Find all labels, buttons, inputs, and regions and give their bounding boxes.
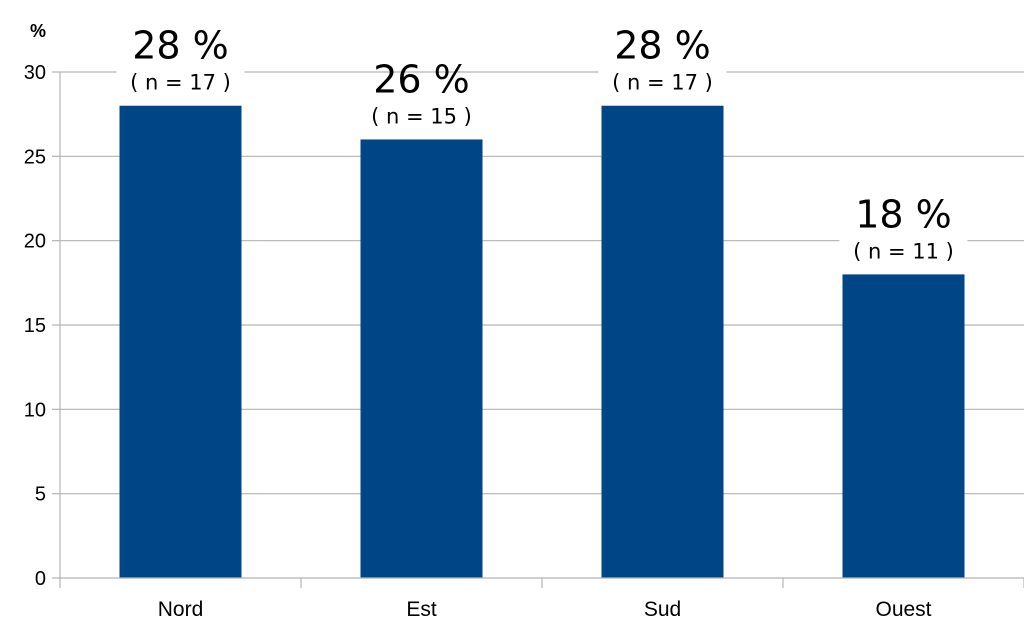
count-label: ( n = 17 ) — [612, 71, 713, 95]
y-tick-label: 5 — [35, 484, 46, 506]
count-label: ( n = 15 ) — [371, 104, 472, 128]
bar-ouest — [842, 274, 965, 578]
data-label: 26 % — [373, 57, 470, 101]
y-tick-label: 15 — [24, 315, 46, 337]
y-axis-unit-label: % — [30, 21, 46, 41]
x-tick-label: Sud — [644, 598, 681, 621]
y-tick-label: 20 — [24, 231, 46, 253]
count-label-background — [839, 236, 968, 265]
data-label: 28 % — [614, 24, 711, 68]
bar-sud — [601, 105, 724, 578]
bars — [119, 105, 965, 578]
count-label-background — [598, 67, 727, 96]
y-tick-label: 25 — [24, 146, 46, 168]
x-tick-label: Est — [406, 598, 437, 621]
y-tick-label: 10 — [24, 399, 46, 421]
data-label: 28 % — [132, 24, 229, 68]
count-label: ( n = 17 ) — [130, 71, 231, 95]
y-tick-label: 0 — [35, 568, 46, 590]
x-tick-label: Ouest — [875, 598, 931, 621]
count-label-background — [357, 101, 486, 130]
bar-nord — [119, 105, 242, 578]
count-label-background — [116, 67, 245, 96]
y-tick-label: 30 — [24, 62, 46, 84]
axes: 0 5 10 15 20 25 30 Nord Est Sud Ouest — [24, 62, 1024, 621]
bar-est — [360, 139, 483, 578]
x-tick-label: Nord — [158, 598, 204, 621]
count-label: ( n = 11 ) — [853, 239, 954, 263]
data-labels: ( n = 17 ) 28 % ( n = 15 ) 26 % ( n = 17 ) 28… — [116, 24, 968, 265]
data-label: 18 % — [855, 192, 952, 236]
